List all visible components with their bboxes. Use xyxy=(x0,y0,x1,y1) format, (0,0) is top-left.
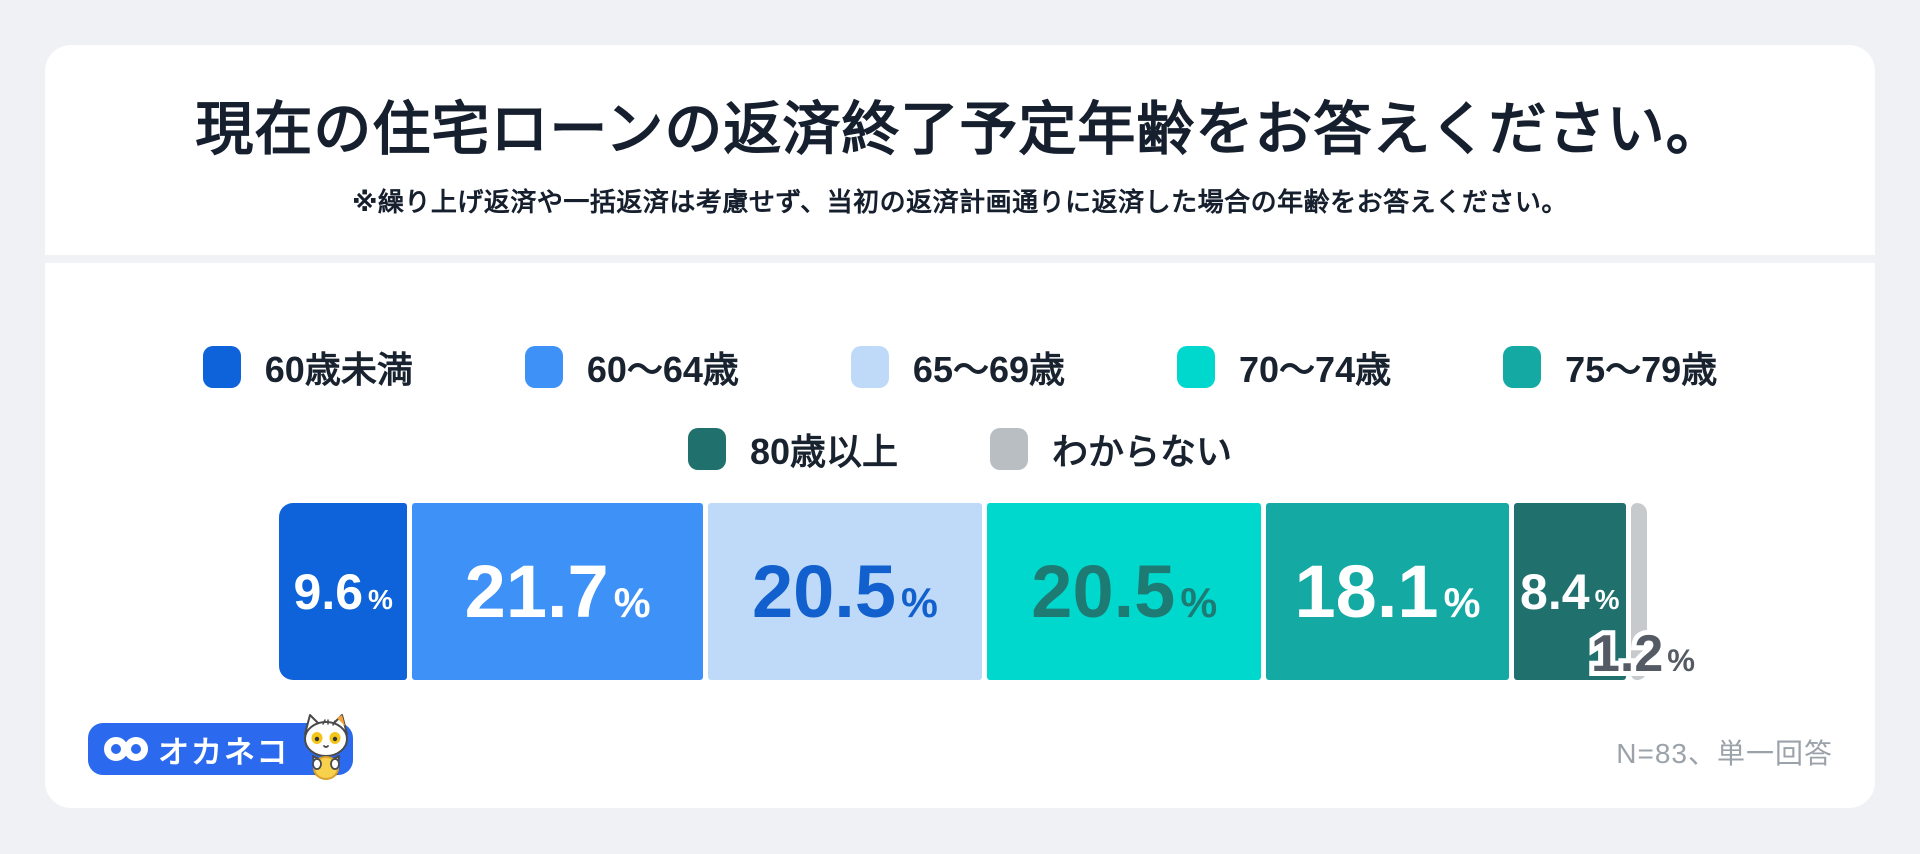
page-subtitle: ※繰り上げ返済や一括返済は考慮せず、当初の返済計画通りに返済した場合の年齢をお答… xyxy=(352,187,1568,217)
legend-item-5: 80歳以上 xyxy=(687,423,899,475)
bar-segment-1: 21.7% xyxy=(412,503,703,680)
card-header: 現在の住宅ローンの返済終了予定年齢をお答えください。 ※繰り上げ返済や一括返済は… xyxy=(45,45,1875,255)
sample-size-note: N=83、単一回答 xyxy=(1616,738,1833,769)
stacked-bar-wrap: 9.6% 21.7% 20.5% 20.5% 18.1% 8.4% 1.2% 1.2% xyxy=(279,503,1700,685)
bar-segment-2: 20.5% xyxy=(707,503,983,680)
okaneko-logo: オカネコ xyxy=(88,714,354,780)
stacked-bar: 9.6% 21.7% 20.5% 20.5% 18.1% 8.4% xyxy=(279,503,1648,680)
percent-suffix: % xyxy=(1594,583,1620,615)
legend-swatch-icon xyxy=(524,346,563,388)
legend-item-4: 75〜79歳 xyxy=(1503,341,1717,393)
chart-legend: 60歳未満 60〜64歳 65〜69歳 70〜74歳 75〜79歳 80歳以上 わからない xyxy=(45,341,1875,475)
outside-label-layer: 1.2% xyxy=(1590,625,1695,683)
bar-value-label: 18.1% xyxy=(1294,550,1481,633)
legend-swatch-icon xyxy=(1503,346,1542,388)
legend-swatch-icon xyxy=(687,428,726,470)
percent-suffix: % xyxy=(1662,640,1700,681)
legend-item-3: 70〜74歳 xyxy=(1177,341,1391,393)
glasses-icon xyxy=(104,734,148,764)
percent-suffix: % xyxy=(1667,643,1695,678)
bar-segment-5: 8.4% xyxy=(1513,503,1626,680)
legend-label: 65〜69歳 xyxy=(912,349,1066,390)
legend-label: わからない xyxy=(1052,431,1233,472)
bar-segment-0: 9.6% xyxy=(279,503,408,680)
bar-value-label: 9.6% xyxy=(293,563,393,620)
legend-item-0: 60歳未満 xyxy=(202,341,413,393)
legend-label: 60〜64歳 xyxy=(586,349,739,390)
percent-suffix: % xyxy=(613,579,651,626)
legend-label: 75〜79歳 xyxy=(1565,349,1718,390)
legend-swatch-icon xyxy=(990,428,1029,470)
bar-segment-3: 20.5% xyxy=(987,503,1262,680)
bar-segment-4: 18.1% xyxy=(1266,503,1509,680)
survey-card: 現在の住宅ローンの返済終了予定年齢をお答えください。 ※繰り上げ返済や一括返済は… xyxy=(45,45,1875,808)
legend-item-2: 65〜69歳 xyxy=(850,341,1066,393)
okaneko-cat-icon xyxy=(295,712,357,789)
percent-suffix: % xyxy=(1180,579,1218,626)
legend-swatch-icon xyxy=(850,346,889,388)
legend-row: 60歳未満 60〜64歳 65〜69歳 70〜74歳 75〜79歳 xyxy=(202,341,1717,393)
bar-value-label: 21.7% xyxy=(464,550,651,633)
legend-item-1: 60〜64歳 xyxy=(524,341,739,393)
outside-label-layer: 1.2% xyxy=(1586,623,1700,685)
legend-label: 80歳以上 xyxy=(749,431,899,472)
percent-suffix: % xyxy=(368,583,393,615)
header-divider xyxy=(45,255,1875,263)
legend-row: 80歳以上 わからない xyxy=(687,423,1232,475)
bar-value-label: 20.5% xyxy=(1031,550,1218,633)
legend-label: 70〜74歳 xyxy=(1239,349,1392,390)
legend-swatch-icon xyxy=(1177,346,1216,388)
percent-suffix: % xyxy=(901,579,938,626)
legend-item-6: わからない xyxy=(990,423,1232,475)
legend-swatch-icon xyxy=(202,346,241,388)
bar-value-label-outside: 1.2% 1.2% xyxy=(1586,623,1700,685)
bar-segment-6 xyxy=(1630,503,1648,680)
logo-text: オカネコ xyxy=(158,734,290,770)
percent-suffix: % xyxy=(1443,579,1481,626)
bar-value-label: 20.5% xyxy=(752,550,938,633)
page-title: 現在の住宅ローンの返済終了予定年齢をお答えください。 xyxy=(195,97,1725,162)
legend-label: 60歳未満 xyxy=(264,349,413,390)
bar-value-label: 8.4% xyxy=(1520,563,1620,620)
